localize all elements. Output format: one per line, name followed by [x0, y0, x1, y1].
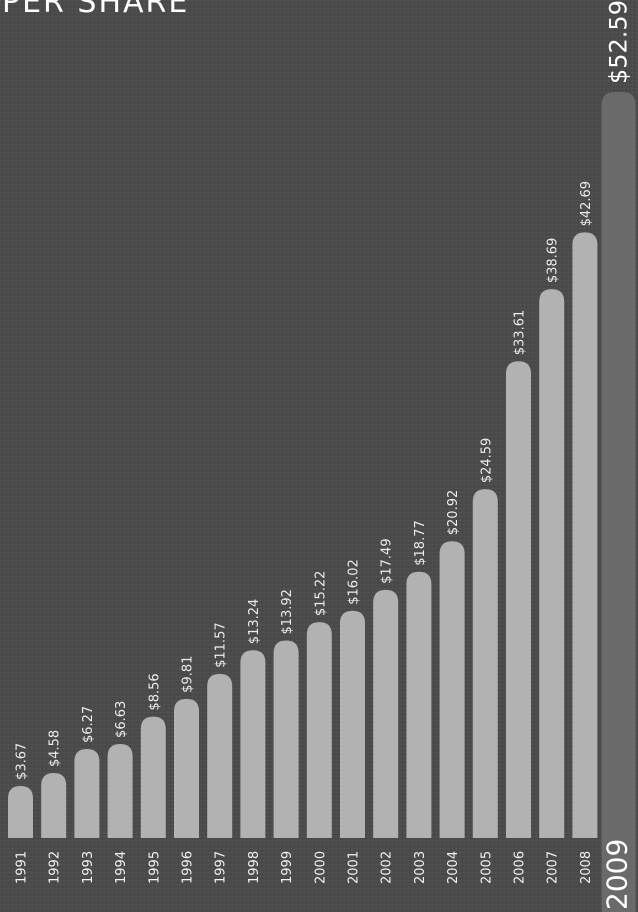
year-label-1998: 1998 [247, 851, 262, 884]
value-label-1995: $8.56 [147, 673, 162, 710]
year-label-1996: 1996 [181, 851, 196, 884]
bar-1993 [74, 749, 100, 838]
year-label-1992: 1992 [48, 851, 63, 884]
value-label-2002: $17.49 [380, 538, 395, 584]
year-label-2002: 2002 [380, 851, 395, 884]
bar-1997 [207, 673, 233, 838]
value-label-1992: $4.58 [48, 730, 63, 767]
value-label-1994: $6.63 [114, 701, 129, 738]
year-label-2003: 2003 [413, 851, 428, 884]
bar-1995 [140, 716, 166, 838]
value-label-1999: $13.92 [280, 589, 295, 635]
year-label-2006: 2006 [513, 851, 528, 884]
value-label-2009: $52.59 [605, 0, 633, 84]
value-label-1998: $13.24 [247, 599, 262, 645]
value-label-2007: $38.69 [546, 238, 561, 284]
value-label-1993: $6.27 [81, 706, 96, 743]
value-label-2004: $20.92 [446, 490, 461, 536]
year-label-1995: 1995 [147, 851, 162, 884]
year-label-2009: 2009 [601, 839, 634, 910]
year-label-2004: 2004 [446, 851, 461, 884]
value-label-2001: $16.02 [347, 559, 362, 605]
year-label-2000: 2000 [313, 851, 328, 884]
bar-2003 [406, 571, 432, 838]
value-label-2006: $33.61 [513, 310, 528, 356]
bar-2004 [439, 541, 465, 838]
year-label-1994: 1994 [114, 851, 129, 884]
bar-2005 [472, 489, 498, 838]
bar-1999 [273, 640, 299, 838]
bar-2002 [373, 589, 399, 838]
value-label-2008: $42.69 [579, 181, 594, 227]
year-label-2005: 2005 [479, 851, 494, 884]
value-label-1996: $9.81 [181, 656, 196, 693]
year-label-2008: 2008 [579, 851, 594, 884]
year-label-1999: 1999 [280, 851, 295, 884]
bar-1994 [107, 743, 133, 838]
year-label-2001: 2001 [347, 851, 362, 884]
bars-layer: $3.67 1991 $4.58 1992 $6.27 1993 $6.63 1994 $8.5… [8, 0, 636, 912]
chart-title: PER SHARE [2, 0, 189, 20]
bar-2007 [539, 289, 565, 838]
year-label-1997: 1997 [214, 851, 229, 884]
bar-2000 [306, 622, 332, 838]
bar-1998 [240, 650, 266, 838]
bar-2009 [601, 92, 636, 912]
value-label-1991: $3.67 [15, 743, 30, 780]
bar-2008 [572, 232, 598, 839]
year-label-1991: 1991 [15, 851, 30, 884]
value-label-1997: $11.57 [214, 622, 229, 668]
bar-2006 [506, 361, 531, 838]
year-label-2007: 2007 [546, 851, 561, 884]
year-label-1993: 1993 [81, 851, 96, 884]
value-label-2000: $15.22 [313, 571, 328, 617]
bar-1996 [174, 698, 199, 838]
bar-2001 [340, 610, 365, 838]
bar-1991 [8, 785, 33, 838]
value-label-2005: $24.59 [479, 438, 494, 484]
bar-1992 [41, 773, 67, 838]
value-label-2003: $18.77 [413, 520, 428, 566]
